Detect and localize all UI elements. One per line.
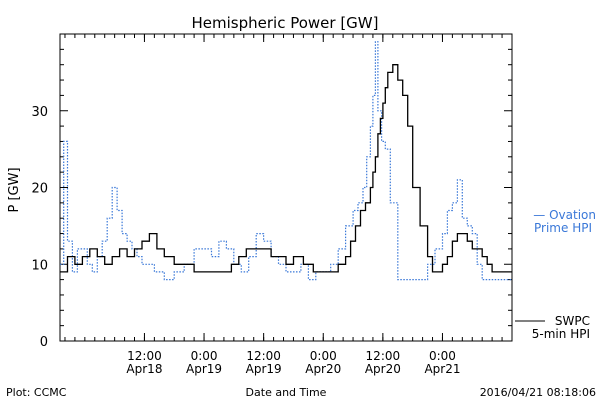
legend-ovation-prime: — Ovation Prime HPI xyxy=(533,208,596,235)
x-tick-label-date: Apr19 xyxy=(246,362,282,376)
x-tick-label-time: 12:00 xyxy=(127,349,162,363)
x-tick-label-date: Apr20 xyxy=(365,362,401,376)
series-layer xyxy=(60,41,512,281)
series-swpc-5-min-hpi xyxy=(60,64,512,273)
y-axis: 0 10 20 30 xyxy=(31,48,512,350)
footer-plot-credit: Plot: CCMC xyxy=(6,386,67,399)
y-tick-label: 20 xyxy=(31,182,48,197)
y-axis-label: P [GW] xyxy=(7,167,22,212)
y-tick-label: 30 xyxy=(31,105,48,120)
plot-frame xyxy=(59,33,513,342)
legend-swpc-line1: SWPC xyxy=(555,314,590,328)
y-tick-label: 0 xyxy=(40,335,48,350)
x-axis-label: Date and Time xyxy=(246,386,327,399)
series-ovation-prime-hpi xyxy=(60,41,512,281)
x-tick-label-date: Apr18 xyxy=(126,362,162,376)
legend-ovation-line1: — Ovation xyxy=(533,208,596,222)
x-axis: 12:00Apr180:00Apr1912:00Apr190:00Apr2012… xyxy=(64,34,503,376)
x-tick-label-time: 0:00 xyxy=(191,349,218,363)
legend-ovation-line2: Prime HPI xyxy=(534,221,592,235)
legend-swpc-line2: 5-min HPI xyxy=(532,327,590,341)
x-tick-label-time: 0:00 xyxy=(429,349,456,363)
x-tick-label-date: Apr20 xyxy=(305,362,341,376)
x-tick-label-date: Apr19 xyxy=(186,362,222,376)
x-tick-label-time: 12:00 xyxy=(366,349,401,363)
footer-timestamp: 2016/04/21 08:18:06 xyxy=(480,386,596,399)
x-tick-label-time: 0:00 xyxy=(310,349,337,363)
x-tick-label-time: 12:00 xyxy=(246,349,281,363)
x-tick-label-date: Apr21 xyxy=(424,362,460,376)
y-tick-label: 10 xyxy=(31,258,48,273)
plot-border xyxy=(59,33,513,342)
chart-title: Hemispheric Power [GW] xyxy=(192,14,379,32)
legend-swpc: SWPC 5-min HPI xyxy=(515,314,590,341)
